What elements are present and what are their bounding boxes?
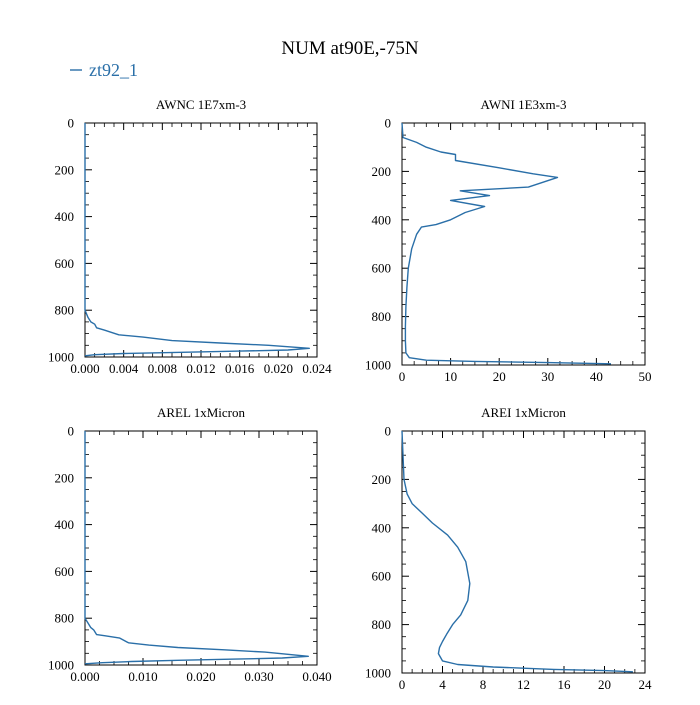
arel-axes-frame bbox=[84, 430, 318, 666]
panel-awni: AWNI 1E3xm-3 0 10 20 30 40 50 0 200 400 600 800 1000 bbox=[365, 97, 652, 384]
awni-ytick-label: 400 bbox=[372, 212, 392, 227]
awni-xtick-label: 30 bbox=[541, 369, 554, 384]
awnc-xtick-label: 0.008 bbox=[148, 361, 177, 376]
awnc-ytick-label: 800 bbox=[55, 303, 75, 318]
arei-xtick-label: 0 bbox=[399, 677, 406, 692]
arel-xtick-label: 0.000 bbox=[70, 669, 99, 684]
arel-ytick-label: 0 bbox=[68, 424, 75, 439]
awni-xtick-label: 10 bbox=[444, 369, 457, 384]
arei-panel-title: AREI 1xMicron bbox=[481, 405, 566, 420]
awnc-xtick-label: 0.012 bbox=[186, 361, 215, 376]
arei-ytick-label: 1000 bbox=[365, 666, 391, 681]
arei-xtick-label: 16 bbox=[558, 677, 572, 692]
legend: zt92_1 bbox=[70, 60, 138, 80]
awnc-ytick-label: 1000 bbox=[48, 350, 74, 365]
awnc-ytick-label: 200 bbox=[55, 162, 75, 177]
arei-series-line bbox=[401, 430, 633, 673]
arei-ytick-label: 0 bbox=[385, 424, 392, 439]
panel-arei: AREI 1xMicron 0 4 8 12 16 20 24 0 200 400 600 800 100… bbox=[365, 405, 652, 692]
arel-xtick-label: 0.010 bbox=[128, 669, 157, 684]
arel-xtick-label: 0.030 bbox=[244, 669, 273, 684]
awnc-xtick-label: 0.000 bbox=[70, 361, 99, 376]
arei-xtick-label: 24 bbox=[639, 677, 653, 692]
arel-ytick-label: 600 bbox=[55, 564, 75, 579]
arel-xtick-label: 0.020 bbox=[186, 669, 215, 684]
awnc-xtick-label: 0.004 bbox=[109, 361, 139, 376]
awnc-axes-frame bbox=[84, 122, 318, 358]
arei-ytick-label: 600 bbox=[372, 569, 392, 584]
awnc-ytick-label: 0 bbox=[68, 116, 75, 131]
arel-series-line bbox=[84, 431, 309, 665]
arei-xtick-label: 4 bbox=[439, 677, 446, 692]
arei-xtick-label: 20 bbox=[598, 677, 611, 692]
arei-xtick-label: 12 bbox=[517, 677, 530, 692]
arel-ytick-label: 200 bbox=[55, 470, 75, 485]
awni-axes-frame bbox=[401, 122, 646, 366]
awni-ytick-label: 600 bbox=[372, 261, 392, 276]
figure-title: NUM at90E,-75N bbox=[281, 38, 418, 59]
awnc-ytick-label: 600 bbox=[55, 256, 75, 271]
panel-arel: AREL 1xMicron 0.000 0.010 0.020 0.030 0.040 0 2… bbox=[48, 405, 332, 684]
awni-series-line bbox=[401, 122, 612, 365]
awni-ytick-label: 0 bbox=[385, 116, 392, 131]
arel-ytick-label: 800 bbox=[55, 611, 75, 626]
panel-awnc: AWNC 1E7xm-3 0.000 0.004 0.008 0.012 0.016 0.0… bbox=[48, 97, 332, 376]
awni-xtick-label: 50 bbox=[639, 369, 652, 384]
awni-ytick-label: 800 bbox=[372, 309, 392, 324]
arel-ytick-label: 1000 bbox=[48, 658, 74, 673]
arei-ytick-label: 200 bbox=[372, 472, 392, 487]
awni-panel-title: AWNI 1E3xm-3 bbox=[481, 97, 567, 112]
arei-axes-frame bbox=[401, 430, 646, 674]
awni-xtick-label: 20 bbox=[493, 369, 506, 384]
arei-xtick-label: 8 bbox=[480, 677, 487, 692]
awni-ytick-label: 1000 bbox=[365, 358, 391, 373]
legend-label: zt92_1 bbox=[89, 60, 138, 80]
arel-panel-title: AREL 1xMicron bbox=[157, 405, 245, 420]
arei-ytick-label: 400 bbox=[372, 520, 392, 535]
arel-xtick-label: 0.040 bbox=[302, 669, 331, 684]
awnc-series-line bbox=[84, 123, 310, 357]
awnc-xtick-label: 0.024 bbox=[302, 361, 332, 376]
awni-xtick-label: 40 bbox=[590, 369, 603, 384]
awnc-panel-title: AWNC 1E7xm-3 bbox=[156, 97, 246, 112]
awnc-xtick-label: 0.020 bbox=[264, 361, 293, 376]
arei-ytick-label: 800 bbox=[372, 617, 392, 632]
awni-ytick-label: 200 bbox=[372, 164, 392, 179]
awnc-ytick-label: 400 bbox=[55, 209, 75, 224]
arel-ytick-label: 400 bbox=[55, 517, 75, 532]
awni-xtick-label: 0 bbox=[399, 369, 406, 384]
awnc-xtick-label: 0.016 bbox=[225, 361, 255, 376]
